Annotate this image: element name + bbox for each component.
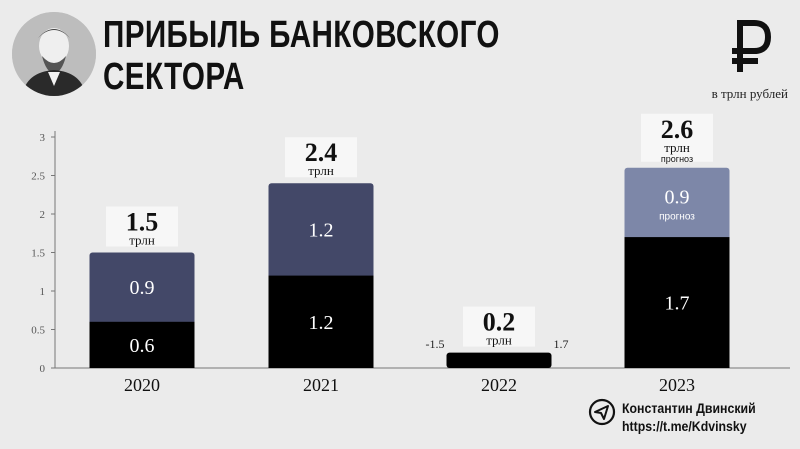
- bar-segment-top: [268, 183, 374, 279]
- annotation-label: 1.7: [554, 337, 569, 351]
- page-title: ПРИБЫЛЬ БАНКОВСКОГО СЕКТОРА: [103, 14, 540, 98]
- total-value: 2.6: [661, 115, 694, 144]
- x-tick-label: 2022: [481, 375, 517, 395]
- total-unit: трлн: [664, 140, 690, 155]
- segment-value-label: 1.7: [665, 293, 690, 315]
- x-tick-label: 2020: [124, 375, 160, 395]
- segment-sublabel: прогноз: [659, 211, 695, 222]
- annotation-label: -1.5: [426, 337, 445, 351]
- author-link[interactable]: https://t.me/Kdvinsky: [622, 418, 747, 434]
- y-tick-label: 3: [40, 132, 46, 144]
- bar-segment-bottom: [268, 275, 374, 368]
- segment-value-label: 1.2: [309, 219, 334, 241]
- total-label-box: [106, 206, 178, 247]
- y-tick-label: 2: [40, 209, 46, 221]
- bar-segment-top: [624, 167, 730, 241]
- total-label-box: [285, 137, 357, 178]
- total-unit: трлн: [486, 333, 512, 348]
- unit-label: в трлн рублей: [711, 86, 788, 101]
- bar-segment-bottom: [624, 237, 730, 368]
- bar-segment-bottom: [446, 352, 552, 368]
- y-tick-label: 0: [40, 363, 46, 375]
- total-value: 0.2: [483, 308, 516, 337]
- total-value: 1.5: [126, 208, 159, 237]
- telegram-icon[interactable]: [588, 398, 616, 426]
- y-tick-label: 0.5: [31, 325, 45, 337]
- segment-value-label: 0.9: [130, 277, 155, 299]
- total-value: 2.4: [305, 138, 338, 167]
- x-tick-label: 2021: [303, 375, 339, 395]
- bar-segment-bottom: [89, 321, 195, 368]
- ruble-icon: [732, 20, 772, 72]
- total-note: прогноз: [661, 154, 693, 164]
- x-tick-label: 2023: [659, 375, 695, 395]
- title-line-1: ПРИБЫЛЬ БАНКОВСКОГО: [103, 14, 500, 56]
- y-tick-label: 1.5: [31, 248, 45, 260]
- total-label-box: [463, 306, 535, 347]
- total-unit: трлн: [308, 163, 334, 178]
- segment-value-label: 1.2: [309, 312, 334, 334]
- segment-value-label: 0.6: [130, 335, 155, 357]
- y-tick-label: 1: [40, 286, 46, 298]
- title-line-2: СЕКТОРА: [103, 56, 245, 98]
- total-label-box: [641, 113, 713, 162]
- total-unit: трлн: [129, 233, 155, 248]
- segment-value-label: 0.9: [665, 186, 690, 208]
- portrait-photo: [12, 12, 96, 96]
- y-tick-label: 2.5: [31, 171, 45, 183]
- author-name: Константин Двинский: [622, 400, 756, 416]
- bar-segment-top: [89, 252, 195, 325]
